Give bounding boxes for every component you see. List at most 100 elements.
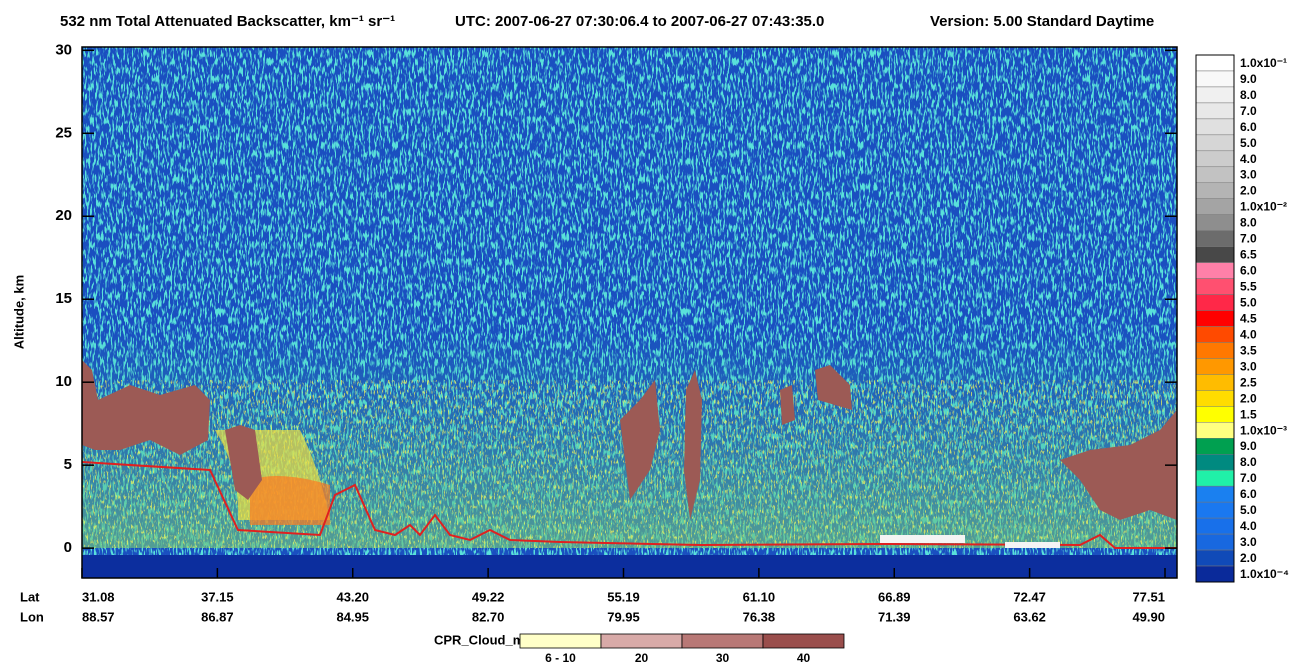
y-tick-label: 30 xyxy=(55,41,72,58)
cloud-mask-swatch xyxy=(681,633,764,649)
colorbar-label: 9.0 xyxy=(1240,72,1257,86)
colorbar-label: 6.0 xyxy=(1240,487,1257,501)
x-row-name: Lat xyxy=(20,589,40,604)
colorbar-swatch xyxy=(1195,310,1235,327)
colorbar-label: 6.0 xyxy=(1240,264,1257,278)
x-tick-label: 55.19 xyxy=(607,589,640,604)
colorbar-swatch xyxy=(1195,565,1235,583)
colorbar-swatch xyxy=(1195,358,1235,375)
colorbar-swatch xyxy=(1195,294,1235,311)
colorbar-swatch xyxy=(1195,86,1235,104)
y-axis-label: Altitude, km xyxy=(11,275,26,349)
colorbar-swatch xyxy=(1195,453,1235,471)
colorbar-frame xyxy=(1195,54,1235,583)
colorbar-swatch xyxy=(1195,549,1235,567)
colorbar-label: 9.0 xyxy=(1240,439,1257,453)
x-tick-label: 72.47 xyxy=(1013,589,1046,604)
colorbar-label: 4.5 xyxy=(1240,311,1257,325)
colorbar-swatch xyxy=(1195,230,1235,247)
colorbar-label: 5.0 xyxy=(1240,503,1257,517)
colorbar-swatch xyxy=(1195,517,1235,535)
colorbar-label: 4.0 xyxy=(1240,519,1257,533)
colorbar-label: 1.0x10⁻³ xyxy=(1240,423,1287,437)
cloud-mask-tick-label: 30 xyxy=(716,651,730,665)
y-tick-label: 15 xyxy=(55,290,72,307)
cloud-mask-label: CPR_Cloud_mask xyxy=(434,632,547,647)
colorbar-swatch xyxy=(1195,118,1235,136)
cloud-mask-swatch xyxy=(762,633,845,649)
colorbar-swatch xyxy=(1195,70,1235,88)
x-row-name: Lon xyxy=(20,609,44,624)
colorbar-swatch xyxy=(1195,198,1235,215)
cloud-mask-swatch xyxy=(600,633,683,649)
colorbar-label: 7.0 xyxy=(1240,471,1257,485)
y-tick-label: 5 xyxy=(64,456,72,473)
colorbar-label: 7.0 xyxy=(1240,104,1257,118)
y-tick-label: 10 xyxy=(55,373,72,390)
colorbar-label: 3.0 xyxy=(1240,359,1257,373)
plot-frame xyxy=(81,46,1178,579)
colorbar-label: 5.0 xyxy=(1240,136,1257,150)
x-tick-label: 49.22 xyxy=(472,589,505,604)
colorbar-label: 3.5 xyxy=(1240,343,1257,357)
x-tick-label: 43.20 xyxy=(336,589,369,604)
colorbar-label: 2.0 xyxy=(1240,184,1257,198)
colorbar-label: 2.0 xyxy=(1240,551,1257,565)
x-tick-label: 82.70 xyxy=(472,609,505,624)
x-tick-label: 63.62 xyxy=(1013,609,1046,624)
colorbar-label: 7.0 xyxy=(1240,232,1257,246)
y-tick-label: 25 xyxy=(55,124,72,141)
y-tick-label: 20 xyxy=(55,207,72,224)
colorbar-swatch xyxy=(1195,102,1235,120)
colorbar-swatch xyxy=(1195,134,1235,152)
version: Version: 5.00 Standard Daytime xyxy=(930,13,1154,30)
colorbar-label: 1.0x10⁻¹ xyxy=(1240,56,1287,70)
x-tick-label: 79.95 xyxy=(607,609,640,624)
x-tick-label: 66.89 xyxy=(878,589,911,604)
x-tick-label: 76.38 xyxy=(743,609,776,624)
x-tick-label: 86.87 xyxy=(201,609,234,624)
colorbar-label: 1.0x10⁻² xyxy=(1240,200,1287,214)
colorbar-label: 6.0 xyxy=(1240,120,1257,134)
colorbar-swatch xyxy=(1195,501,1235,519)
colorbar-label: 4.0 xyxy=(1240,327,1257,341)
chart-title: 532 nm Total Attenuated Backscatter, km⁻… xyxy=(60,13,395,30)
colorbar-swatch xyxy=(1195,485,1235,503)
colorbar-swatch xyxy=(1195,342,1235,359)
colorbar-label: 6.5 xyxy=(1240,248,1257,262)
colorbar-label: 3.0 xyxy=(1240,168,1257,182)
colorbar-swatch xyxy=(1195,278,1235,295)
colorbar-label: 2.5 xyxy=(1240,375,1257,389)
colorbar-label: 8.0 xyxy=(1240,216,1257,230)
cloud-mask-swatch xyxy=(519,633,602,649)
x-tick-label: 37.15 xyxy=(201,589,234,604)
colorbar-swatch xyxy=(1195,326,1235,343)
cloud-mask-tick-label: 40 xyxy=(797,651,811,665)
x-tick-label: 49.90 xyxy=(1132,609,1165,624)
colorbar-swatch xyxy=(1195,214,1235,231)
colorbar-swatch xyxy=(1195,54,1235,72)
colorbar-swatch xyxy=(1195,374,1235,391)
colorbar-swatch xyxy=(1195,469,1235,487)
y-tick-label: 0 xyxy=(64,539,72,556)
x-tick-label: 88.57 xyxy=(82,609,115,624)
colorbar-label: 4.0 xyxy=(1240,152,1257,166)
colorbar-label: 3.0 xyxy=(1240,535,1257,549)
colorbar-label: 5.5 xyxy=(1240,280,1257,294)
colorbar-swatch xyxy=(1195,182,1235,199)
colorbar-swatch xyxy=(1195,533,1235,551)
colorbar-swatch xyxy=(1195,166,1235,184)
colorbar-swatch xyxy=(1195,150,1235,168)
x-tick-label: 77.51 xyxy=(1132,589,1165,604)
colorbar-label: 1.0x10⁻⁴ xyxy=(1240,567,1289,581)
colorbar-label: 5.0 xyxy=(1240,296,1257,310)
colorbar-label: 2.0 xyxy=(1240,391,1257,405)
backscatter-image xyxy=(82,47,1177,578)
colorbar-swatch xyxy=(1195,262,1235,279)
x-tick-label: 84.95 xyxy=(336,609,369,624)
cloud-mask-tick-label: 20 xyxy=(635,651,649,665)
cloud-mask-tick-label: 6 - 10 xyxy=(545,651,576,665)
x-tick-label: 31.08 xyxy=(82,589,115,604)
colorbar-swatch xyxy=(1195,422,1235,439)
